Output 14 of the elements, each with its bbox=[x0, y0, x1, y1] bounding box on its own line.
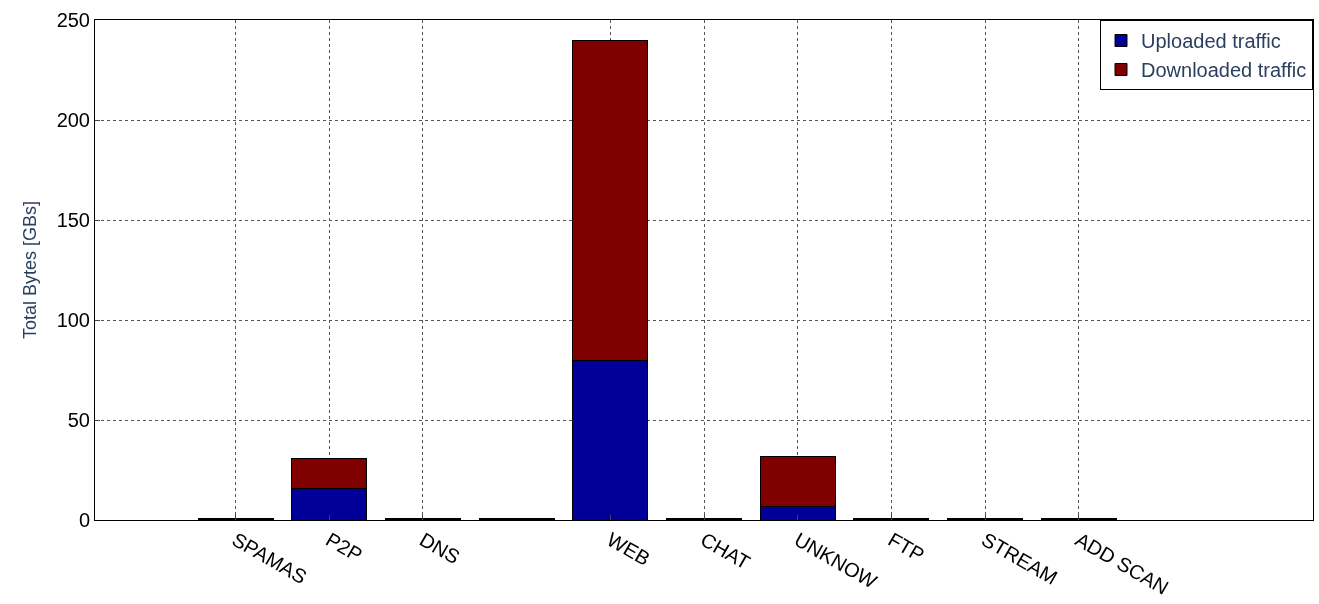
x-tick-label: P2P bbox=[322, 528, 366, 567]
legend-label: Downloaded traffic bbox=[1141, 59, 1307, 82]
y-axis-title: Total Bytes [GBs] bbox=[19, 200, 40, 340]
x-tick-label: WEB bbox=[603, 528, 654, 570]
y-tick-label: 50 bbox=[67, 409, 90, 431]
x-tick-label: DNS bbox=[415, 528, 464, 569]
x-tick-label: CHAT bbox=[697, 528, 754, 574]
x-tick-label: FTP bbox=[884, 528, 929, 567]
legend-label: Uploaded traffic bbox=[1141, 30, 1281, 53]
y-tick-label: 200 bbox=[56, 109, 90, 131]
y-tick-label: 150 bbox=[56, 209, 90, 231]
y-tick-label: 0 bbox=[78, 509, 90, 531]
y-tick-label: 100 bbox=[56, 309, 90, 331]
y-tick-label: 250 bbox=[56, 9, 90, 31]
